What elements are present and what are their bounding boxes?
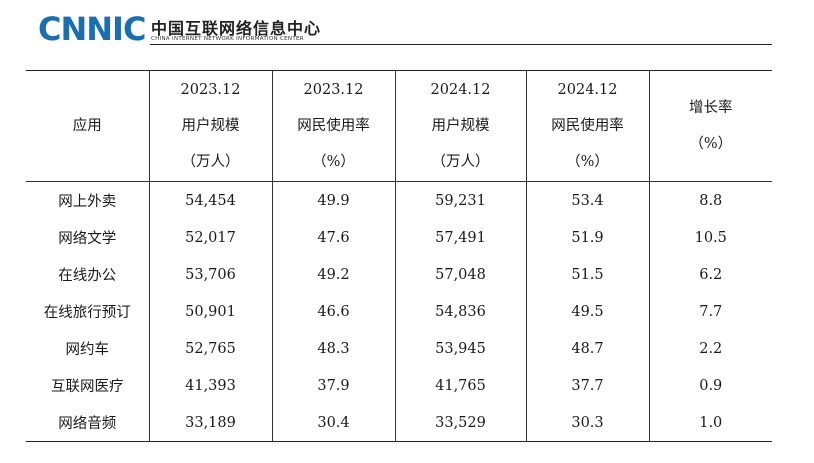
table-row: 在线办公 53,706 49.2 57,048 51.5 6.2: [26, 256, 772, 293]
value-cell: 52,765: [148, 330, 272, 367]
column-header: 增长率 （%）: [648, 70, 772, 182]
column-header-line: 应用: [72, 118, 102, 134]
value-cell: 10.5: [648, 219, 772, 256]
value-cell: 57,491: [394, 219, 526, 256]
column-header-line: 网民使用率: [551, 118, 624, 134]
table-row: 网络音频 33,189 30.4 33,529 30.3 1.0: [26, 404, 772, 442]
value-cell: 54,836: [394, 293, 526, 330]
app-name-cell: 互联网医疗: [51, 379, 124, 395]
app-name-cell: 网约车: [65, 342, 110, 358]
value-cell: 8.8: [648, 181, 772, 219]
value-cell: 2.2: [648, 330, 772, 367]
value-cell: 30.3: [525, 404, 649, 442]
value-cell: 37.7: [525, 367, 649, 404]
value-cell: 41,393: [148, 367, 272, 404]
column-header-line: （%）: [566, 154, 609, 170]
value-cell: 49.9: [271, 181, 395, 219]
app-name-cell: 在线旅行预订: [43, 305, 131, 321]
value-cell: 0.9: [648, 367, 772, 404]
value-cell: 50,901: [148, 293, 272, 330]
value-cell: 53,945: [394, 330, 526, 367]
column-header-line: 2024.12: [430, 82, 491, 98]
column-header-line: 网民使用率: [297, 118, 370, 134]
app-name-cell: 在线办公: [58, 268, 117, 284]
cnnic-logo: CNNIC: [38, 10, 146, 48]
table-body: 网上外卖 54,454 49.9 59,231 53.4 8.8 网络文学 52,017 47.…: [26, 181, 772, 442]
value-cell: 6.2: [648, 256, 772, 293]
column-header: 2023.12 网民使用率 （%）: [271, 70, 395, 182]
value-cell: 30.4: [271, 404, 395, 442]
column-header-line: 用户规模: [181, 118, 240, 134]
column-header-line: 2023.12: [180, 82, 241, 98]
value-cell: 46.6: [271, 293, 395, 330]
column-header-line: 用户规模: [431, 118, 490, 134]
column-header: 2024.12 网民使用率 （%）: [525, 70, 649, 182]
value-cell: 47.6: [271, 219, 395, 256]
app-name-cell: 网络文学: [58, 231, 117, 247]
column-header-line: （万人）: [431, 154, 490, 170]
table-row: 在线旅行预订 50,901 46.6 54,836 49.5 7.7: [26, 293, 772, 330]
column-header-line: （万人）: [181, 154, 240, 170]
table-row: 网约车 52,765 48.3 53,945 48.7 2.2: [26, 330, 772, 367]
value-cell: 37.9: [271, 367, 395, 404]
column-header-line: （%）: [312, 154, 355, 170]
value-cell: 53.4: [525, 181, 649, 219]
value-cell: 51.9: [525, 219, 649, 256]
org-name-en: CHINA INTERNET NETWORK INFORMATION CENTE…: [151, 36, 304, 42]
table-row: 网络文学 52,017 47.6 57,491 51.9 10.5: [26, 219, 772, 256]
value-cell: 59,231: [394, 181, 526, 219]
app-usage-table: 应用 2023.12 用户规模 （万人） 2023.12 网民使用率 （%） 2024.12 用…: [26, 70, 772, 442]
column-header-line: 增长率: [689, 100, 733, 116]
value-cell: 1.0: [648, 404, 772, 442]
value-cell: 49.5: [525, 293, 649, 330]
value-cell: 52,017: [148, 219, 272, 256]
value-cell: 48.3: [271, 330, 395, 367]
org-name-cn: 中国互联网络信息中心: [151, 19, 322, 38]
column-header: 2024.12 用户规模 （万人）: [394, 70, 526, 182]
value-cell: 49.2: [271, 256, 395, 293]
app-name-cell: 网上外卖: [58, 194, 117, 210]
column-header-line: 2023.12: [303, 82, 364, 98]
value-cell: 41,765: [394, 367, 526, 404]
document-header: CNNIC 中国互联网络信息中心 CHINA INTERNET NETWORK …: [38, 12, 772, 46]
table-header: 应用 2023.12 用户规模 （万人） 2023.12 网民使用率 （%） 2024.12 用…: [26, 70, 772, 182]
value-cell: 54,454: [148, 181, 272, 219]
column-header-line: （%）: [689, 136, 733, 152]
app-name-cell: 网络音频: [58, 416, 117, 432]
value-cell: 33,529: [394, 404, 526, 442]
value-cell: 48.7: [525, 330, 649, 367]
column-header-line: 2024.12: [557, 82, 618, 98]
table-row: 互联网医疗 41,393 37.9 41,765 37.7 0.9: [26, 367, 772, 404]
value-cell: 57,048: [394, 256, 526, 293]
table-row: 网上外卖 54,454 49.9 59,231 53.4 8.8: [26, 181, 772, 219]
value-cell: 7.7: [648, 293, 772, 330]
column-header: 2023.12 用户规模 （万人）: [148, 70, 272, 182]
header-row: 应用 2023.12 用户规模 （万人） 2023.12 网民使用率 （%） 2024.12 用…: [26, 70, 772, 182]
header-divider: [150, 44, 772, 45]
value-cell: 51.5: [525, 256, 649, 293]
column-header: 应用: [26, 71, 149, 182]
value-cell: 53,706: [148, 256, 272, 293]
value-cell: 33,189: [148, 404, 272, 442]
